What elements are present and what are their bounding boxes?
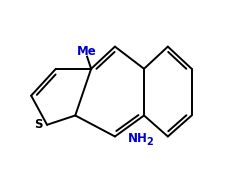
Text: 2: 2 bbox=[147, 137, 153, 147]
Text: NH: NH bbox=[128, 132, 148, 145]
Text: S: S bbox=[34, 118, 42, 131]
Text: Me: Me bbox=[77, 45, 97, 58]
